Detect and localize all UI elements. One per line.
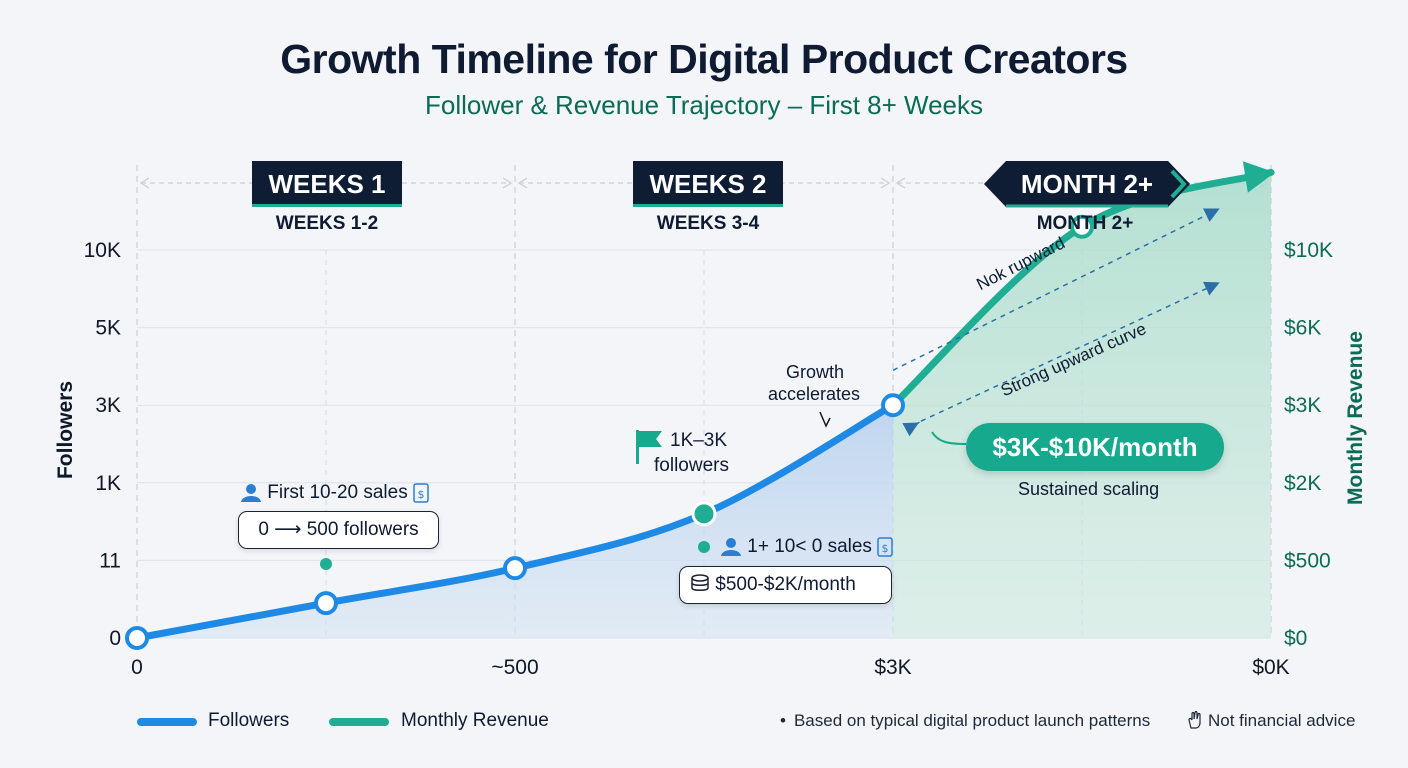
followers-0-500-pill: 0 ⟶ 500 followers <box>238 511 439 549</box>
growth-line-2: accelerates <box>768 384 861 404</box>
x-tick-label: $3K <box>874 656 911 679</box>
footer-note-2-text: Not financial advice <box>1208 711 1356 730</box>
followers-point <box>503 556 527 581</box>
phase-badge-1: WEEKS 1 <box>252 161 402 207</box>
user-icon <box>721 537 741 556</box>
flag-line-1: 1K–3K <box>670 430 728 451</box>
y2-tick-label: $2K <box>1284 472 1321 495</box>
revenue-arrowhead <box>1242 161 1275 193</box>
chart-points <box>125 214 1094 650</box>
chart-title: Growth Timeline for Digital Product Crea… <box>280 36 1128 82</box>
flag-line-2: followers <box>654 455 729 476</box>
phase-span-arrow <box>880 177 891 189</box>
growth-pointer <box>819 411 831 428</box>
revenue-area <box>893 172 1271 638</box>
growth-line-1: Growth <box>786 362 845 382</box>
y2-tick-label: $0 <box>1284 627 1307 650</box>
y-tick-label: 3K <box>95 394 121 417</box>
y2-tick-label: $10K <box>1284 239 1333 262</box>
flag-icon <box>636 430 662 464</box>
y-tick-label: 0 <box>109 627 121 650</box>
y-axis-label: Followers <box>54 381 77 479</box>
y2-tick-label: $3K <box>1284 394 1321 417</box>
footer-note-1-text: Based on typical digital product launch … <box>793 711 1151 730</box>
phase-label-3: MONTH 2+ <box>1036 213 1134 234</box>
phase-span-arrow <box>895 177 906 189</box>
bullet-icon: • <box>780 711 786 730</box>
phase-span-arrow <box>139 177 150 189</box>
legend-swatch-followers <box>137 718 197 726</box>
y-tick-label: 10K <box>84 239 121 262</box>
revenue-pill-connector <box>931 431 967 445</box>
chart-decorations <box>819 208 1220 445</box>
y2-tick-label: $500 <box>1284 549 1331 572</box>
phase-badge-3: MONTH 2+ <box>1020 169 1154 199</box>
svg-text:$: $ <box>882 542 889 555</box>
y-tick-label: 11 <box>99 549 121 572</box>
chart-ticks: 0 11 1K 3K 5K 10K $0 $500 $2K $3K $6K $10K 0 ~500 $3K $… <box>54 239 1367 679</box>
first-sales-text: First 10-20 sales <box>267 482 408 503</box>
hand-icon <box>1188 711 1201 729</box>
svg-text:$: $ <box>418 488 425 501</box>
receipt-icon: $ <box>877 537 893 557</box>
legend-label-revenue: Monthly Revenue <box>401 710 549 731</box>
y2-axis-label: Monthly Revenue <box>1344 331 1367 505</box>
y2-tick-label: $6K <box>1284 317 1321 340</box>
sales-100-annotation: 1+ 10< 0 sales $ <box>720 536 893 558</box>
sales-100-text: 1+ 10< 0 sales <box>747 536 872 557</box>
x-tick-label: 0 <box>131 656 143 679</box>
phase-badge-2: WEEKS 2 <box>633 161 783 207</box>
small-dot <box>698 541 710 553</box>
phase-label-1: WEEKS 1-2 <box>275 213 379 234</box>
followers-point <box>881 393 905 418</box>
legend-label-followers: Followers <box>208 710 290 731</box>
footer-note-1: • Based on typical digital product launch… <box>780 711 1150 731</box>
phase-label-2: WEEKS 3-4 <box>656 213 760 234</box>
revenue-point <box>1070 214 1094 239</box>
sustained-scaling-text: Sustained scaling <box>1018 479 1160 499</box>
x-tick-label: ~500 <box>491 656 538 679</box>
followers-point <box>314 591 338 616</box>
x-tick-label: $0K <box>1252 656 1289 679</box>
phase-badge-3-shape <box>984 161 1190 208</box>
revenue-small-pill: $500-$2K/month <box>679 566 892 604</box>
followers-point <box>691 501 717 527</box>
user-icon <box>241 483 261 502</box>
phase-span-arrow <box>502 177 513 189</box>
y-tick-label: 5K <box>95 317 121 340</box>
first-sales-annotation: First 10-20 sales $ <box>240 482 429 504</box>
legend-swatch-revenue <box>329 718 389 726</box>
chart-subtitle: Follower & Revenue Trajectory – First 8+… <box>424 90 983 120</box>
revenue-small-text: $500-$2K/month <box>715 574 856 595</box>
footer-note-2: Not financial advice <box>1186 711 1355 731</box>
receipt-icon: $ <box>413 483 429 503</box>
small-dot <box>320 558 332 570</box>
followers-point <box>125 626 149 650</box>
y-tick-label: 1K <box>95 472 121 495</box>
coins-icon <box>691 574 709 592</box>
phase-span-arrow <box>517 177 528 189</box>
revenue-big-pill: $3K-$10K/month <box>966 423 1224 471</box>
trend-arrow-lower-start <box>902 421 920 437</box>
